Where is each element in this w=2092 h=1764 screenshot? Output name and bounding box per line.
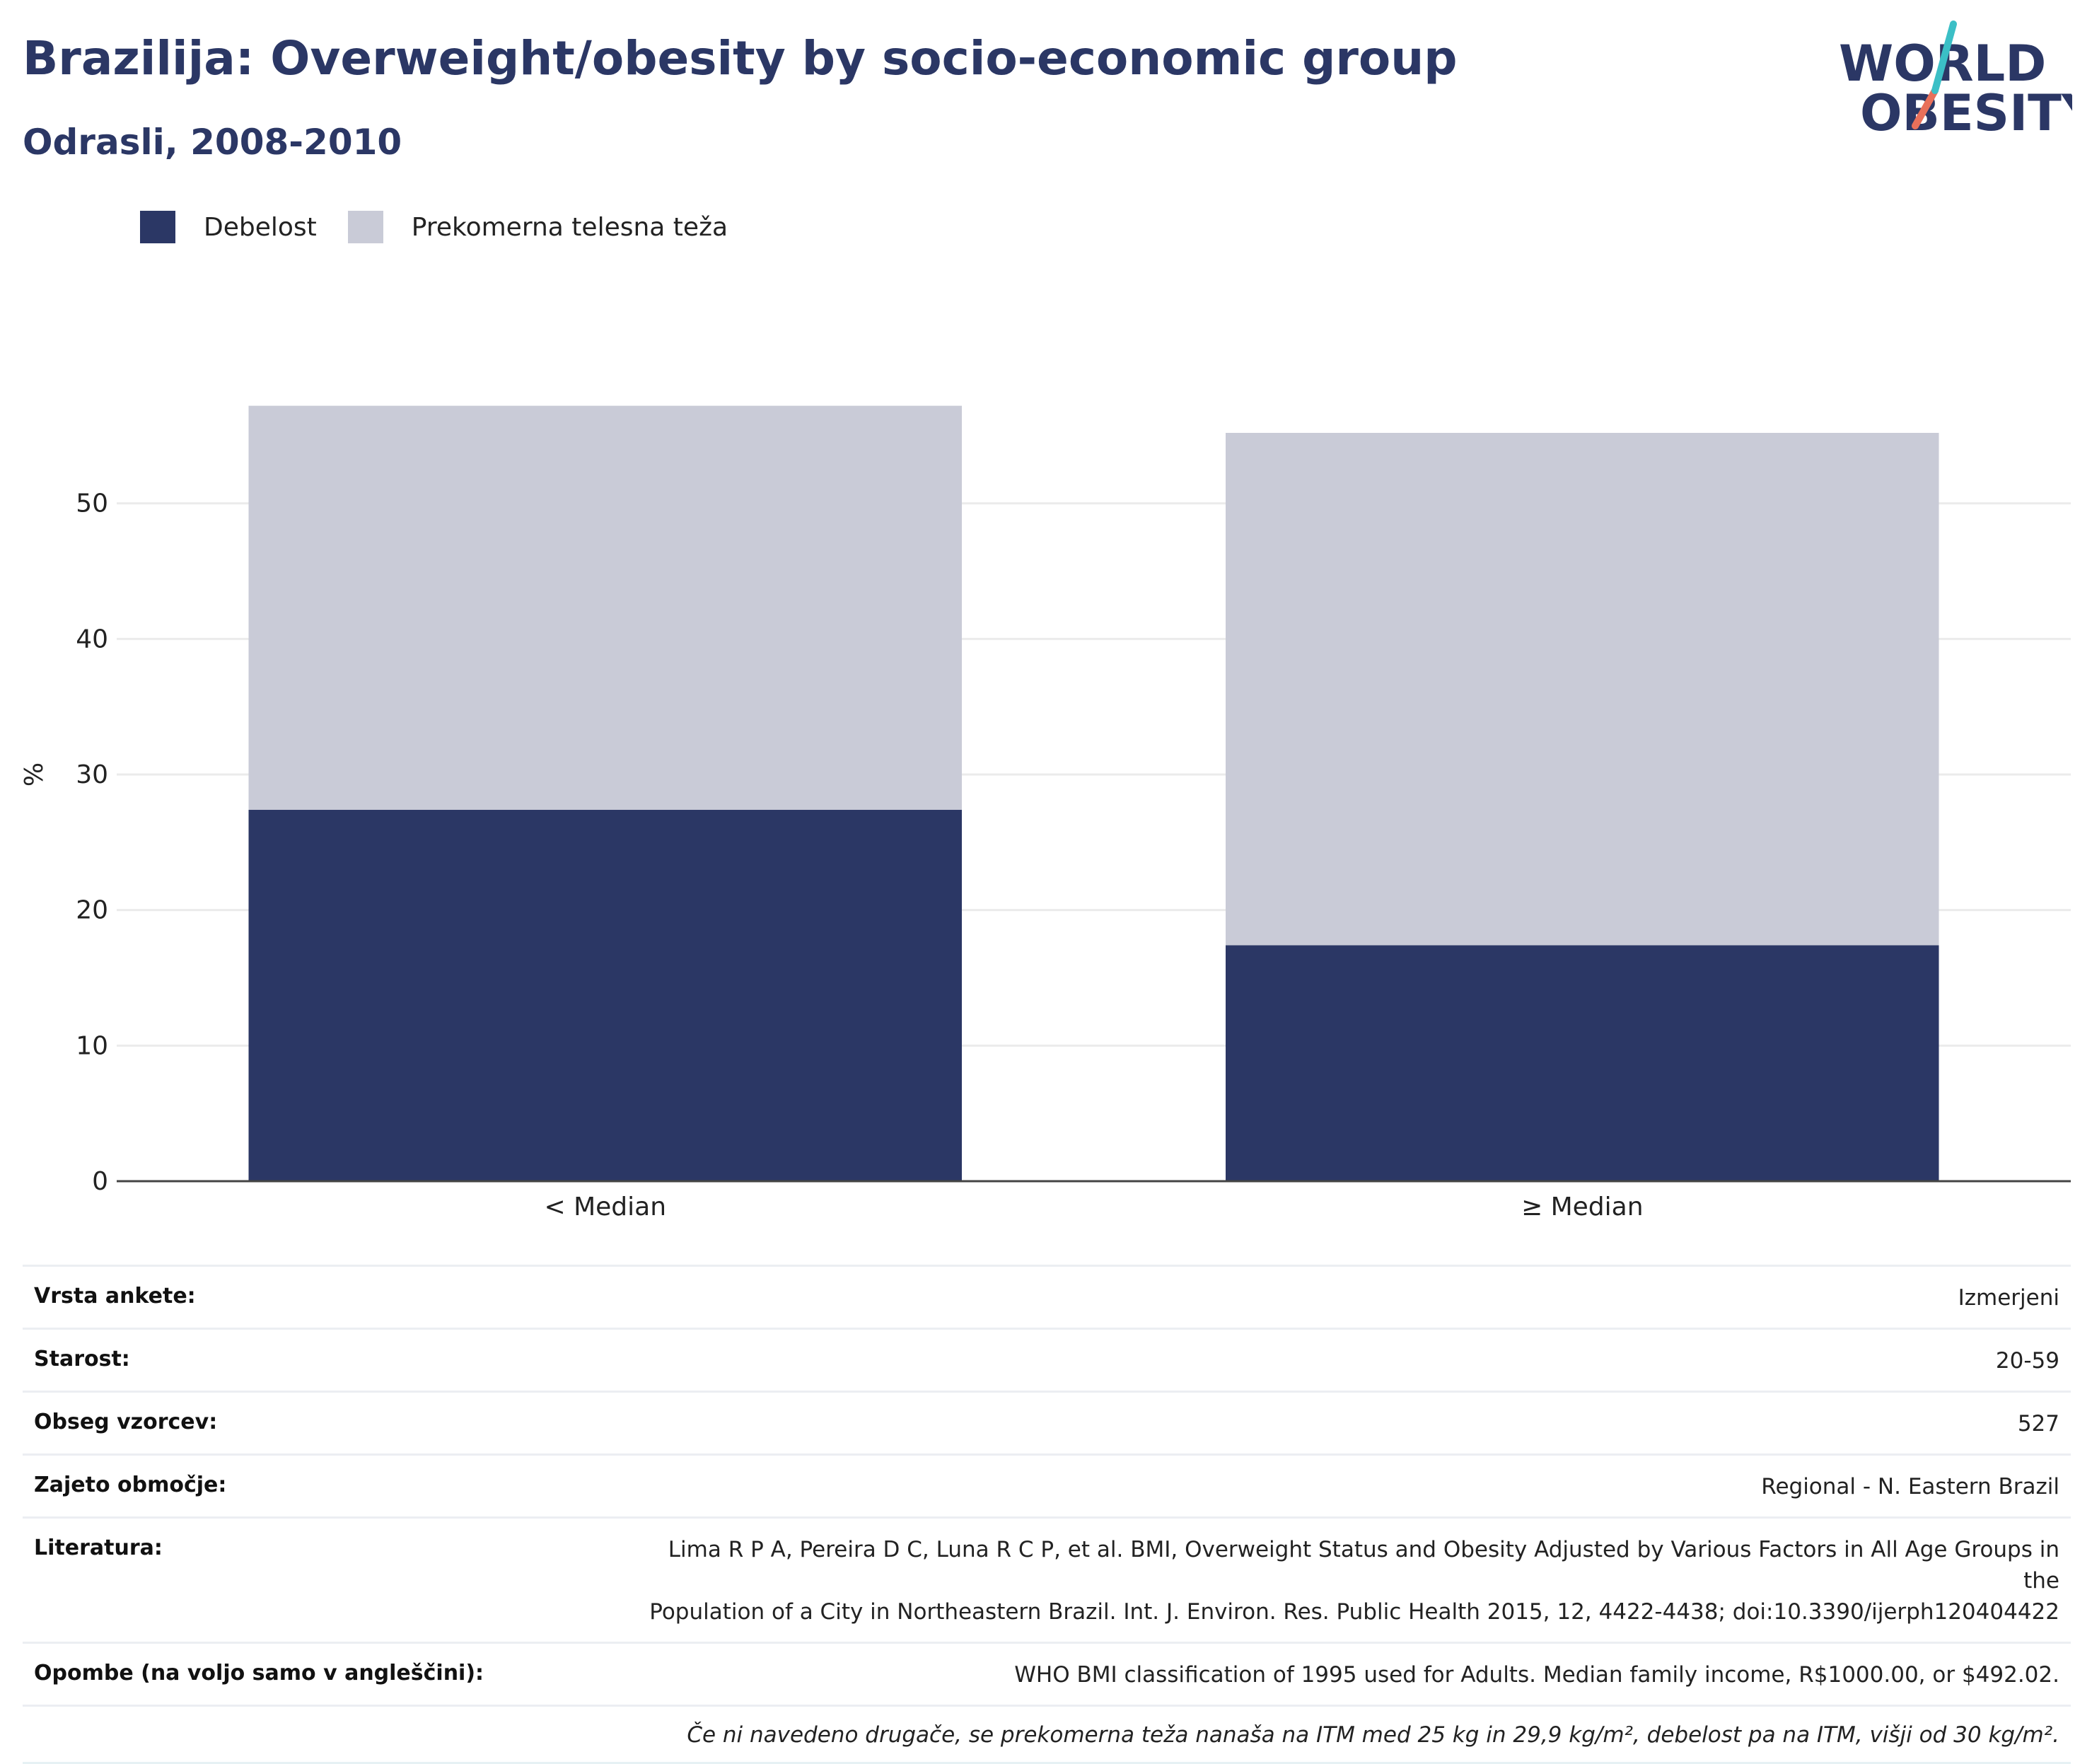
logo-slash-top xyxy=(1931,21,1957,94)
info-row-survey-type: Vrsta ankete: Izmerjeni xyxy=(23,1265,2071,1328)
y-tick-label: 20 xyxy=(76,896,108,925)
info-label-area: Zajeto območje: xyxy=(34,1473,227,1497)
info-label-sample-size: Obseg vzorcev: xyxy=(34,1410,218,1434)
y-tick-label: 40 xyxy=(76,625,108,654)
info-row-sample-size: Obseg vzorcev: 527 xyxy=(23,1391,2071,1453)
chart-legend: Debelost Prekomerna telesna teža xyxy=(140,211,759,243)
x-tick-label: < Median xyxy=(544,1193,666,1222)
legend-item-overweight[interactable]: Prekomerna telesna teža xyxy=(347,211,728,243)
world-obesity-logo: WORLD OBESITY xyxy=(1839,21,2072,142)
x-tick-label: ≥ Median xyxy=(1521,1193,1644,1222)
legend-label-obesity: Debelost xyxy=(204,212,317,242)
info-value-area: Regional - N. Eastern Brazil xyxy=(1761,1474,2059,1499)
info-row-notes: Opombe (na voljo samo v angleščini): WHO… xyxy=(23,1642,2071,1705)
y-tick-label: 50 xyxy=(76,489,108,518)
info-row-area: Zajeto območje: Regional - N. Eastern Br… xyxy=(23,1453,2071,1516)
info-label-survey-type: Vrsta ankete: xyxy=(34,1284,196,1309)
info-value-survey-type: Izmerjeni xyxy=(1958,1285,2059,1311)
y-tick-label: 10 xyxy=(76,1031,108,1060)
info-value-notes: WHO BMI classification of 1995 used for … xyxy=(1014,1662,2059,1688)
info-row-age: Starost: 20-59 xyxy=(23,1328,2071,1391)
logo-slash-bottom xyxy=(1912,87,1939,129)
legend-item-obesity[interactable]: Debelost xyxy=(140,211,317,243)
y-tick-label: 30 xyxy=(76,760,108,789)
reference-line-2: Population of a City in Northeastern Bra… xyxy=(649,1599,2059,1625)
info-label-notes: Opombe (na voljo samo v angleščini): xyxy=(34,1661,484,1685)
bmi-footnote: Če ni navedeno drugače, se prekomerna te… xyxy=(23,1705,2071,1764)
info-label-reference: Literatura: xyxy=(34,1536,163,1560)
bar-segment-overweight xyxy=(248,405,962,810)
logo-line-2: OBESITY xyxy=(1860,84,2072,142)
info-row-reference: Literatura: Lima R P A, Pereira D C, Lun… xyxy=(23,1516,2071,1642)
y-axis-title: % xyxy=(20,762,49,787)
bar-segment-overweight xyxy=(1226,433,1939,946)
legend-label-overweight: Prekomerna telesna teža xyxy=(411,212,728,242)
survey-info-table: Vrsta ankete: Izmerjeni Starost: 20-59 O… xyxy=(23,1265,2071,1764)
bar-segment-obesity xyxy=(1226,945,1939,1181)
chart-title: Brazilija: Overweight/obesity by socio-e… xyxy=(23,31,1458,86)
legend-swatch-overweight xyxy=(347,211,383,243)
info-value-reference: Lima R P A, Pereira D C, Luna R C P, et … xyxy=(645,1534,2059,1627)
info-value-age: 20-59 xyxy=(1995,1348,2059,1374)
bar-segment-obesity xyxy=(248,809,962,1181)
chart-subtitle: Odrasli, 2008-2010 xyxy=(23,122,402,163)
reference-line-1: Lima R P A, Pereira D C, Luna R C P, et … xyxy=(668,1537,2059,1594)
info-label-age: Starost: xyxy=(34,1347,130,1371)
stacked-bar-chart: 0 10 20 30 40 50% < Median ≥ Median xyxy=(20,405,2071,1222)
legend-swatch-obesity xyxy=(140,211,175,243)
info-value-sample-size: 527 xyxy=(2017,1411,2059,1437)
y-tick-label: 0 xyxy=(92,1167,108,1196)
